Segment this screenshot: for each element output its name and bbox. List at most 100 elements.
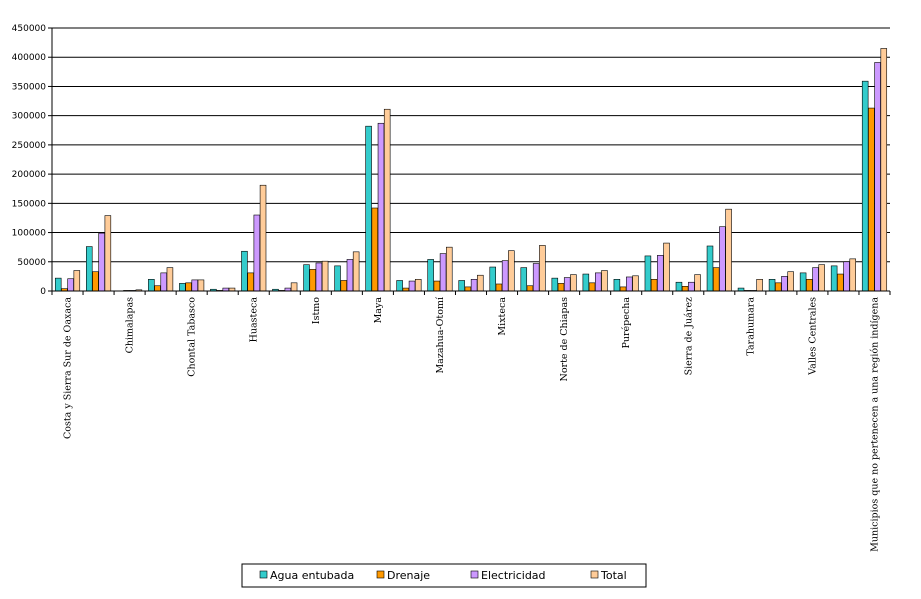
bar-electricidad: [532, 263, 540, 292]
x-tick-label: Maya: [373, 297, 384, 324]
bar-total: [818, 264, 825, 292]
bar-agua-entubada: [303, 264, 310, 292]
y-tick-label: 150000: [12, 199, 47, 209]
gridlines: [48, 27, 891, 295]
bar-total: [880, 48, 888, 292]
bar-total: [352, 251, 360, 292]
bar-agua-entubada: [675, 281, 683, 292]
bar-agua-entubada: [799, 272, 807, 292]
legend-label: Total: [600, 569, 627, 582]
bar-agua-entubada: [148, 279, 155, 292]
bar-electricidad: [470, 279, 478, 292]
bar-total: [166, 267, 174, 292]
legend-box: [241, 563, 647, 588]
legend-swatch-drenaje: [376, 570, 385, 579]
bar-drenaje: [433, 280, 441, 292]
bar-total: [290, 282, 298, 292]
bar-drenaje: [619, 286, 627, 292]
legend-swatch-electricidad: [470, 570, 479, 579]
bar-agua-entubada: [613, 279, 621, 292]
bar-electricidad: [191, 279, 199, 292]
bar-drenaje: [588, 282, 596, 292]
bar-drenaje: [309, 269, 316, 292]
bar-electricidad: [315, 262, 323, 292]
bar-electricidad: [98, 232, 105, 292]
bar-electricidad: [563, 277, 571, 292]
bar-drenaje: [247, 272, 254, 292]
bar-electricidad: [626, 276, 633, 292]
bar-drenaje: [340, 280, 347, 292]
bar-drenaje: [92, 271, 99, 292]
bar-drenaje: [806, 279, 813, 292]
bar-agua-entubada: [179, 283, 186, 292]
bar-total: [849, 258, 856, 292]
legend: Agua entubada Drenaje Electricidad Total: [241, 563, 647, 588]
bar-agua-entubada: [489, 266, 496, 292]
bar-drenaje: [650, 279, 658, 292]
bar-electricidad: [377, 122, 385, 292]
y-tick-label: 250000: [12, 141, 47, 151]
bar-drenaje: [526, 285, 534, 292]
bar-electricidad: [253, 214, 261, 292]
bar-total: [477, 274, 484, 292]
y-tick-label: 100000: [12, 229, 47, 239]
bar-drenaje: [185, 282, 192, 292]
bar-electricidad: [719, 226, 726, 292]
bar-electricidad: [439, 253, 447, 292]
x-tick-label: Norte de Chiapas: [559, 297, 570, 382]
x-tick-label: Costa y Sierra Sur de Oaxaca: [63, 297, 74, 439]
legend-label: Agua entubada: [270, 569, 354, 582]
bar-total: [414, 279, 422, 292]
bar-total: [725, 208, 732, 292]
x-tick-label: Mazahua-Otomí: [435, 296, 446, 374]
bar-total: [663, 242, 670, 292]
x-tick-label: Istmo: [311, 297, 322, 324]
x-tick-label: Sierra de Juárez: [683, 297, 694, 375]
bar-agua-entubada: [706, 245, 714, 292]
bar-electricidad: [67, 278, 74, 292]
bar-drenaje: [495, 283, 503, 292]
x-tick-labels: Costa y Sierra Sur de Oaxaca Chimalapas Ch…: [63, 296, 881, 552]
y-tick-label: 50000: [17, 258, 46, 268]
x-tick-label: Huasteca: [249, 297, 260, 343]
legend-swatch-total: [590, 570, 599, 579]
bar-agua-entubada: [427, 259, 434, 292]
x-tick-label: Valles Centrales: [807, 297, 818, 376]
bar-total: [787, 271, 794, 292]
bar-total: [446, 246, 453, 292]
bar-agua-entubada: [241, 250, 248, 292]
bar-electricidad: [843, 261, 850, 292]
bar-total: [601, 270, 608, 292]
bar-agua-entubada: [365, 125, 372, 292]
bar-electricidad: [812, 267, 819, 292]
bar-electricidad: [346, 259, 354, 292]
bar-electricidad: [408, 280, 416, 292]
bar-agua-entubada: [830, 265, 838, 292]
x-tick-label: Tarahumara: [745, 297, 756, 356]
bar-drenaje: [557, 283, 565, 292]
bar-drenaje: [154, 285, 161, 292]
bar-drenaje: [868, 107, 875, 292]
legend-swatch-agua-entubada: [259, 570, 268, 579]
bar-total: [73, 270, 81, 292]
legend-label: Drenaje: [387, 569, 430, 582]
bar-agua-entubada: [582, 273, 590, 292]
bar-agua-entubada: [334, 265, 341, 292]
bar-total: [259, 184, 267, 292]
y-tick-label: 400000: [12, 53, 47, 63]
bar-electricidad: [657, 255, 664, 292]
y-tick-label: 350000: [12, 82, 47, 92]
bar-electricidad: [688, 281, 695, 292]
bar-agua-entubada: [458, 280, 465, 292]
bar-agua-entubada: [644, 255, 652, 292]
bars: [54, 48, 888, 292]
bar-agua-entubada: [520, 267, 528, 292]
bar-total: [539, 245, 546, 292]
y-tick-labels: 0 50000 100000 150000 200000 250000 300000 3500…: [12, 24, 47, 297]
bar-drenaje: [464, 286, 472, 292]
bar-electricidad: [501, 260, 509, 292]
y-tick-label: 450000: [12, 24, 47, 34]
bar-total: [383, 108, 391, 292]
bar-drenaje: [775, 282, 782, 292]
